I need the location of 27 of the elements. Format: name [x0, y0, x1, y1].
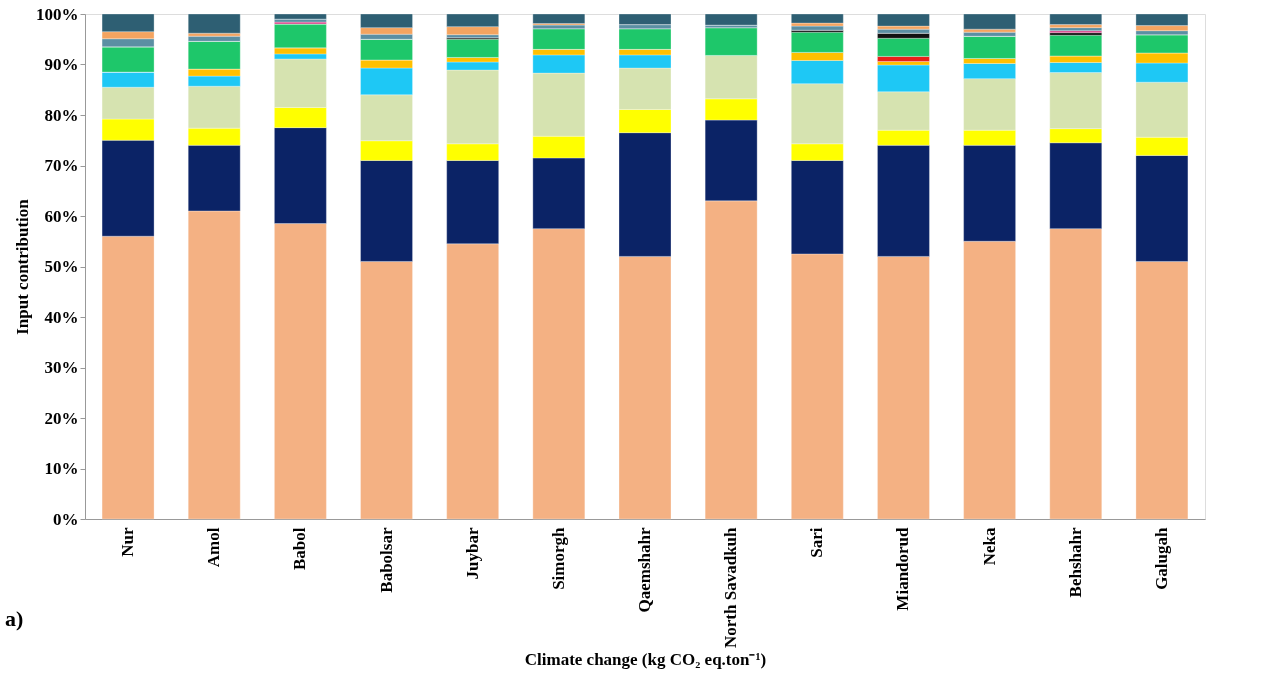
y-tick-label: 80%: [44, 105, 79, 125]
x-tick-label: Babol: [290, 527, 310, 571]
x-tick-label: Amol: [204, 527, 224, 568]
x-tick-label: Simorgh: [548, 526, 568, 590]
x-tick-label: Sari: [807, 527, 827, 558]
y-tick-label: 10%: [44, 459, 79, 478]
y-tick-label: 90%: [44, 55, 79, 74]
x-tick-label: Galugah: [1151, 526, 1171, 590]
x-tick-label: Neka: [979, 527, 999, 566]
x-tick-label: Babolsar: [376, 527, 396, 593]
y-tick-label: 20%: [44, 408, 79, 428]
x-axis-title: Climate change (kg CO₂ eq.ton⁻¹): [524, 649, 767, 669]
y-axis-title: Input contribution: [13, 198, 32, 335]
y-tick-label: 40%: [44, 307, 79, 327]
x-tick-label: Qaemshahr: [635, 527, 654, 613]
x-tick-label: Juybar: [462, 527, 482, 580]
x-tick-label: Nur: [118, 527, 138, 557]
y-tick-label: 60%: [44, 206, 79, 226]
y-tick-label: 100%: [36, 4, 79, 24]
y-tick-label: 30%: [44, 358, 79, 377]
y-tick-label: 50%: [44, 257, 79, 276]
text: a): [5, 606, 24, 631]
y-tick-label: 70%: [44, 156, 79, 175]
x-tick-label: Miandorud: [893, 526, 913, 611]
x-tick-label: North Savadkuh: [721, 526, 741, 648]
x-tick-label: Behshahr: [1065, 527, 1085, 598]
y-tick-label: 0%: [53, 509, 79, 529]
